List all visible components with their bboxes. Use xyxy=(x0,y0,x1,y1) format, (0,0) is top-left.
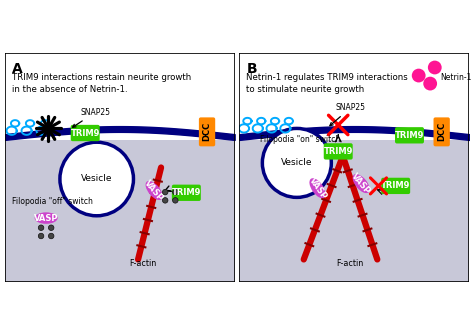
Circle shape xyxy=(173,189,178,195)
Text: A: A xyxy=(12,62,22,76)
Circle shape xyxy=(60,142,134,216)
FancyBboxPatch shape xyxy=(395,127,424,143)
Text: TRIM9 interactions restain neurite growth
in the absence of Netrin-1.: TRIM9 interactions restain neurite growt… xyxy=(12,73,191,94)
Circle shape xyxy=(48,233,54,239)
Text: Vesicle: Vesicle xyxy=(81,175,112,184)
Circle shape xyxy=(423,77,437,90)
Text: TRIM9: TRIM9 xyxy=(395,131,424,140)
Text: SNAP25: SNAP25 xyxy=(73,108,110,127)
Ellipse shape xyxy=(310,178,326,198)
Text: VASP: VASP xyxy=(34,214,58,222)
Circle shape xyxy=(263,128,331,197)
Text: Netrin-1: Netrin-1 xyxy=(440,73,472,82)
Text: Vesicle: Vesicle xyxy=(281,158,312,168)
Text: VASP: VASP xyxy=(143,178,165,203)
Text: SNAP25: SNAP25 xyxy=(330,103,366,126)
Bar xyxy=(239,53,469,140)
Text: Filopodia "on" switch: Filopodia "on" switch xyxy=(260,135,340,144)
Text: TRIM9: TRIM9 xyxy=(324,147,353,156)
Circle shape xyxy=(163,189,168,195)
Text: F-actin: F-actin xyxy=(336,259,364,268)
Bar xyxy=(5,140,235,282)
Circle shape xyxy=(428,61,442,74)
FancyBboxPatch shape xyxy=(172,185,201,201)
Text: DCC: DCC xyxy=(437,122,446,141)
Circle shape xyxy=(173,198,178,203)
Text: DCC: DCC xyxy=(202,122,211,141)
Circle shape xyxy=(412,69,426,82)
Text: TRIM9: TRIM9 xyxy=(172,188,201,197)
Bar xyxy=(5,53,235,140)
Circle shape xyxy=(38,233,44,239)
FancyBboxPatch shape xyxy=(434,117,450,146)
Text: Filopodia "off" switch: Filopodia "off" switch xyxy=(12,197,92,206)
Text: TRIM9: TRIM9 xyxy=(71,129,100,137)
Text: B: B xyxy=(246,62,257,76)
FancyBboxPatch shape xyxy=(381,178,410,194)
Circle shape xyxy=(38,225,44,230)
FancyBboxPatch shape xyxy=(324,143,353,159)
Text: F-actin: F-actin xyxy=(129,259,156,268)
FancyBboxPatch shape xyxy=(71,125,100,141)
Circle shape xyxy=(48,225,54,230)
Bar xyxy=(239,140,469,282)
Text: Netrin-1 regulates TRIM9 interactions
to stimulate neurite growth: Netrin-1 regulates TRIM9 interactions to… xyxy=(246,73,408,94)
Text: TRIM9: TRIM9 xyxy=(381,181,410,190)
Ellipse shape xyxy=(35,212,58,224)
FancyBboxPatch shape xyxy=(199,117,215,146)
Ellipse shape xyxy=(146,181,163,200)
Ellipse shape xyxy=(353,174,370,193)
Circle shape xyxy=(163,198,168,203)
Text: VASP: VASP xyxy=(307,176,328,201)
Text: VASP: VASP xyxy=(350,171,373,196)
